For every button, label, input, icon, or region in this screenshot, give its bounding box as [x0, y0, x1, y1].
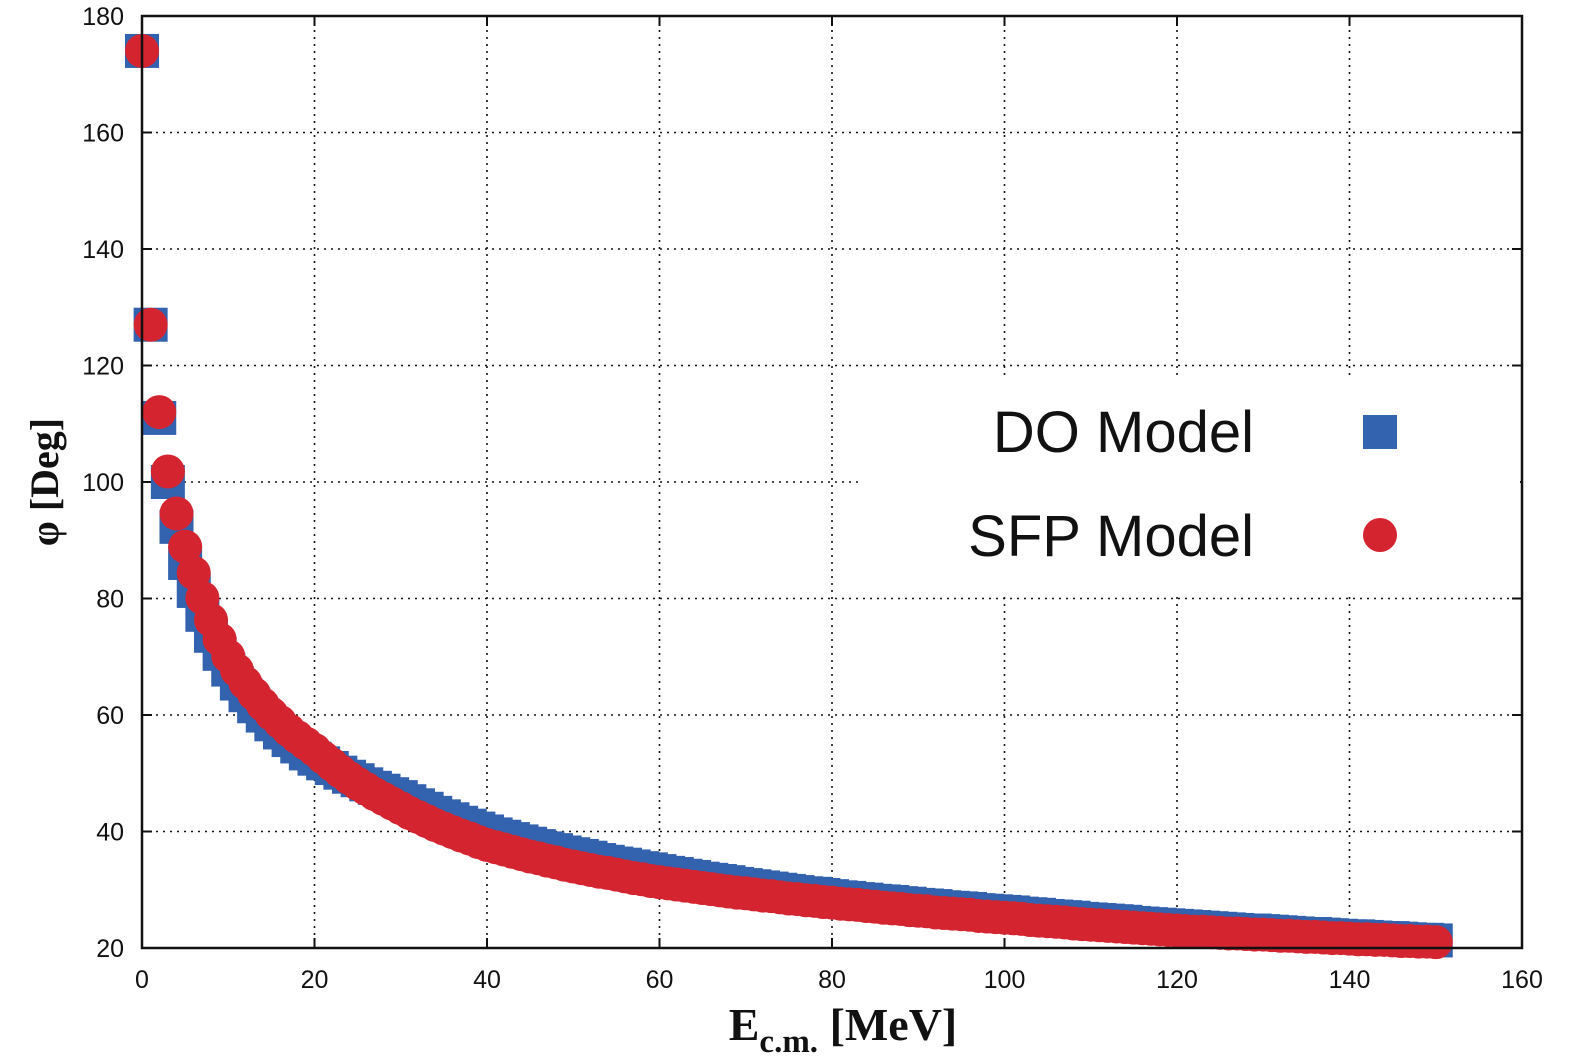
x-tick-label: 160: [1501, 966, 1543, 994]
series-sfp-model: [125, 33, 1453, 960]
x-tick-label: 20: [301, 966, 329, 994]
x-tick-label: 120: [1156, 966, 1198, 994]
x-tick-label: 60: [646, 966, 674, 994]
x-axis-title: Ec.m. [MeV]: [729, 999, 958, 1060]
x-axis-title-unit: [MeV]: [818, 999, 957, 1050]
x-tick-label: 0: [135, 966, 149, 994]
plot-frame: [140, 14, 1524, 950]
data-point-sfp-model: [133, 307, 168, 342]
y-tick-label: 100: [82, 469, 124, 497]
x-tick-label: 140: [1329, 966, 1371, 994]
y-tick-label: 120: [82, 353, 124, 381]
legend-box: [862, 380, 1520, 592]
data-point-sfp-model: [142, 395, 177, 430]
y-tick-label: 80: [96, 586, 124, 614]
x-axis-title-main: E: [729, 999, 760, 1050]
y-axis-title: φ [Deg]: [22, 418, 67, 546]
y-tick-label: 40: [96, 819, 124, 847]
y-tick-label: 140: [82, 236, 124, 264]
y-tick-label: 60: [96, 702, 124, 730]
legend-label-sfp-model: SFP Model: [968, 504, 1254, 569]
data-point-sfp-model: [168, 529, 203, 564]
data-point-sfp-model: [150, 454, 185, 489]
x-tick-label: 80: [818, 966, 846, 994]
legend-label-do-model: DO Model: [993, 400, 1254, 465]
y-tick-label: 160: [82, 120, 124, 148]
x-tick-label: 40: [473, 966, 501, 994]
y-tick-label: 180: [82, 3, 124, 31]
legend-marker-circle: [1363, 518, 1397, 552]
y-tick-label: 20: [96, 935, 124, 963]
data-point-sfp-model: [1418, 925, 1453, 960]
x-tick-label: 100: [984, 966, 1026, 994]
data-point-sfp-model: [159, 496, 194, 531]
legend: DO Model SFP Model: [968, 400, 1397, 569]
x-axis-ticks: 0 20 40 60 80 100 120 140 160: [135, 16, 1543, 994]
legend-marker-square: [1363, 415, 1397, 449]
x-axis-title-subscript: c.m.: [759, 1024, 818, 1060]
y-axis-ticks: 20 40 60 80 100 120 140 160 180: [82, 3, 1522, 963]
